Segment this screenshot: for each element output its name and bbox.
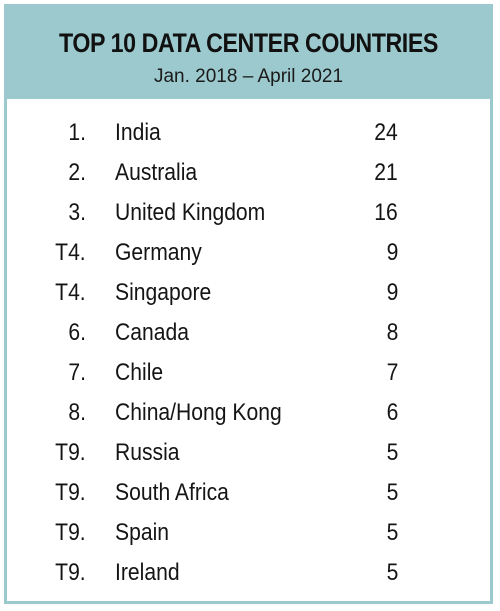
rank-label: 3. xyxy=(68,199,86,226)
data-center-count: 24 xyxy=(374,119,398,146)
data-center-count: 5 xyxy=(386,559,398,586)
list-item: T9. South Africa 5 xyxy=(7,473,490,513)
list-item: T4. Germany 9 xyxy=(7,233,490,273)
country-name: India xyxy=(115,119,161,146)
rank-label: T9. xyxy=(55,479,86,506)
rank-label: 2. xyxy=(68,159,86,186)
data-center-count: 5 xyxy=(386,439,398,466)
data-center-count: 7 xyxy=(386,359,398,386)
country-name: Germany xyxy=(115,239,202,266)
country-name: Australia xyxy=(115,159,198,186)
list-item: T9. Spain 5 xyxy=(7,513,490,553)
rank-label: T9. xyxy=(55,519,86,546)
rank-label: 6. xyxy=(68,319,86,346)
list-item: T9. Ireland 5 xyxy=(7,553,490,593)
data-center-count: 9 xyxy=(386,239,398,266)
ranking-list: 1. India 24 2. Australia 21 3. United Ki… xyxy=(7,113,490,593)
rank-label: T4. xyxy=(55,279,86,306)
country-name: Russia xyxy=(115,439,180,466)
list-item: 8. China/Hong Kong 6 xyxy=(7,393,490,433)
country-name: China/Hong Kong xyxy=(115,399,282,426)
country-name: Canada xyxy=(115,319,189,346)
list-item: 7. Chile 7 xyxy=(7,353,490,393)
page-title: TOP 10 DATA CENTER COUNTRIES xyxy=(59,28,438,58)
rank-label: 1. xyxy=(68,119,86,146)
country-name: United Kingdom xyxy=(115,199,266,226)
list-item: 1. India 24 xyxy=(7,113,490,153)
list-item: 2. Australia 21 xyxy=(7,153,490,193)
country-name: Spain xyxy=(115,519,170,546)
date-range-subtitle: Jan. 2018 – April 2021 xyxy=(153,66,344,87)
list-item: 3. United Kingdom 16 xyxy=(7,193,490,233)
list-item: 6. Canada 8 xyxy=(7,313,490,353)
data-center-count: 21 xyxy=(374,159,398,186)
data-center-count: 16 xyxy=(374,199,398,226)
country-name: Singapore xyxy=(115,279,212,306)
data-center-count: 5 xyxy=(386,519,398,546)
header-banner: TOP 10 DATA CENTER COUNTRIES Jan. 2018 –… xyxy=(7,7,490,99)
rank-label: T9. xyxy=(55,559,86,586)
country-name: Ireland xyxy=(115,559,180,586)
rank-label: 8. xyxy=(68,399,86,426)
data-center-count: 9 xyxy=(386,279,398,306)
list-item: T9. Russia 5 xyxy=(7,433,490,473)
data-center-count: 6 xyxy=(386,399,398,426)
ranking-card: TOP 10 DATA CENTER COUNTRIES Jan. 2018 –… xyxy=(4,4,493,604)
country-name: Chile xyxy=(115,359,164,386)
data-center-count: 5 xyxy=(386,479,398,506)
list-item: T4. Singapore 9 xyxy=(7,273,490,313)
rank-label: T9. xyxy=(55,439,86,466)
data-center-count: 8 xyxy=(386,319,398,346)
rank-label: T4. xyxy=(55,239,86,266)
rank-label: 7. xyxy=(68,359,86,386)
country-name: South Africa xyxy=(115,479,229,506)
